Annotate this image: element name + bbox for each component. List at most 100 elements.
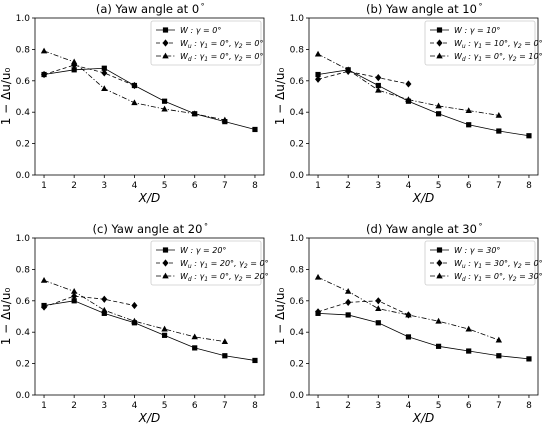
- x-tick-label: 6: [466, 401, 472, 411]
- x-axis-label: X/D: [412, 191, 435, 205]
- series-1: [315, 67, 532, 139]
- x-tick-label: 8: [252, 181, 258, 191]
- legend: W : γ = 0° Wu : γ1 = 0°, γ2 = 0° Wd : γ1 =…: [150, 20, 264, 66]
- series-line: [317, 69, 530, 137]
- y-tick-label: 0.6: [16, 77, 31, 87]
- y-tick-label: 0.4: [16, 328, 31, 338]
- legend-entry-label: Wd : γ1 = 0°, γ2 = 20°: [180, 272, 269, 283]
- data-point: [466, 348, 472, 354]
- data-point: [526, 356, 532, 362]
- data-point: [435, 111, 442, 117]
- series-2: [315, 67, 412, 88]
- x-tick-label: 2: [71, 181, 77, 191]
- data-point: [131, 99, 138, 106]
- y-tick-label: 0.2: [16, 360, 30, 370]
- legend-marker: [162, 27, 169, 33]
- panel-title: (c) Yaw angle at 20: [93, 222, 203, 236]
- x-tick-label: 1: [41, 181, 47, 191]
- x-axis-label: X/D: [138, 411, 161, 425]
- legend-marker: [162, 52, 169, 59]
- series-1: [315, 310, 532, 362]
- legend: W : γ = 10° Wu : γ1 = 10°, γ2 = 0° Wd : γ1…: [424, 20, 543, 66]
- y-tick-label: 0.4: [16, 108, 31, 118]
- x-tick-label: 4: [406, 401, 412, 411]
- series-1: [41, 298, 258, 364]
- x-tick-label: 4: [132, 401, 138, 411]
- y-tick-label: 0.8: [290, 45, 305, 55]
- y-tick-label: 0.2: [290, 140, 304, 150]
- legend-entry-label: Wu : γ1 = 10°, γ2 = 0°: [454, 39, 543, 50]
- y-tick-label: 0.4: [290, 328, 305, 338]
- y-axis-label: 1 − Δu/u₀: [273, 288, 287, 346]
- panel-2: 1 2 3 4 5 6 7 8 0.0 0.2 0.4 0.6 0.8 1.0 (b) Yaw angle …: [273, 2, 543, 205]
- legend-marker: [162, 272, 169, 279]
- x-tick-label: 6: [192, 181, 198, 191]
- data-point: [315, 75, 322, 83]
- x-tick-label: 5: [162, 181, 168, 191]
- data-point: [435, 343, 442, 349]
- legend-marker: [162, 247, 169, 253]
- y-axis-label: 1 − Δu/u₀: [0, 68, 13, 126]
- y-tick-label: 0.6: [290, 297, 305, 307]
- legend-entry-label: Wu : γ1 = 20°, γ2 = 0°: [180, 259, 269, 270]
- data-point: [405, 96, 412, 103]
- y-tick-label: 0.0: [16, 391, 31, 401]
- series-3: [314, 50, 503, 118]
- panel-title-degree: °: [478, 2, 482, 11]
- panel-4: 1 2 3 4 5 6 7 8 0.0 0.2 0.4 0.6 0.8 1.0 (d) Yaw angle …: [273, 222, 543, 425]
- data-point: [191, 110, 198, 117]
- series-2: [315, 297, 412, 319]
- x-tick-label: 1: [315, 181, 321, 191]
- x-axis-label: X/D: [412, 411, 435, 425]
- legend-entry-label: W : γ = 0°: [180, 26, 221, 35]
- legend-entry-label: Wd : γ1 = 0°, γ2 = 10°: [454, 52, 543, 63]
- legend-entry-label: Wd : γ1 = 0°, γ2 = 30°: [454, 272, 543, 283]
- series-line: [318, 312, 530, 360]
- series-line: [43, 67, 256, 130]
- data-point: [41, 303, 48, 311]
- data-point: [465, 325, 472, 332]
- series-line: [317, 70, 409, 85]
- legend-box: [150, 240, 262, 286]
- x-tick-label: 7: [222, 181, 228, 191]
- panel-title-degree: °: [478, 222, 482, 231]
- legend: W : γ = 20° Wu : γ1 = 20°, γ2 = 0° Wd : γ1…: [150, 240, 269, 286]
- data-point: [344, 287, 352, 294]
- data-point: [101, 310, 107, 316]
- x-tick-label: 1: [41, 401, 47, 411]
- x-tick-label: 3: [101, 181, 107, 191]
- x-tick-label: 4: [132, 181, 138, 191]
- legend: W : γ = 30° Wu : γ1 = 30°, γ2 = 0° Wd : γ1…: [424, 240, 543, 286]
- legend-marker: [436, 39, 443, 47]
- x-tick-label: 1: [315, 401, 321, 411]
- x-tick-label: 8: [252, 401, 258, 411]
- data-point: [465, 107, 472, 114]
- x-tick-label: 2: [71, 401, 77, 411]
- legend-marker: [162, 39, 169, 47]
- y-tick-label: 0.8: [16, 45, 31, 55]
- legend-marker: [436, 27, 443, 33]
- x-tick-label: 5: [162, 401, 168, 411]
- data-point: [71, 292, 78, 300]
- data-point: [40, 276, 48, 283]
- y-tick-label: 0.0: [290, 391, 305, 401]
- legend-entry-label: Wu : γ1 = 0°, γ2 = 0°: [180, 39, 264, 50]
- data-point: [41, 70, 48, 79]
- data-point: [131, 317, 138, 324]
- x-tick-label: 7: [496, 181, 502, 191]
- legend-entry-label: W : γ = 10°: [454, 26, 500, 35]
- axes-frame: [308, 237, 539, 396]
- data-point: [495, 111, 503, 118]
- x-tick-label: 7: [496, 401, 502, 411]
- x-tick-label: 3: [101, 401, 107, 411]
- series-3: [40, 47, 229, 123]
- series-3: [40, 276, 229, 345]
- x-tick-label: 6: [466, 181, 472, 191]
- panel-3: 1 2 3 4 5 6 7 8 0.0 0.2 0.4 0.6 0.8 1.0 (c) Yaw angle …: [0, 222, 269, 425]
- legend-entry-label: W : γ = 30°: [454, 246, 500, 255]
- y-tick-label: 0.4: [290, 108, 305, 118]
- data-point: [405, 311, 412, 318]
- panel-title: (a) Yaw angle at 0: [96, 2, 199, 16]
- data-point: [101, 65, 107, 71]
- data-point: [345, 298, 352, 306]
